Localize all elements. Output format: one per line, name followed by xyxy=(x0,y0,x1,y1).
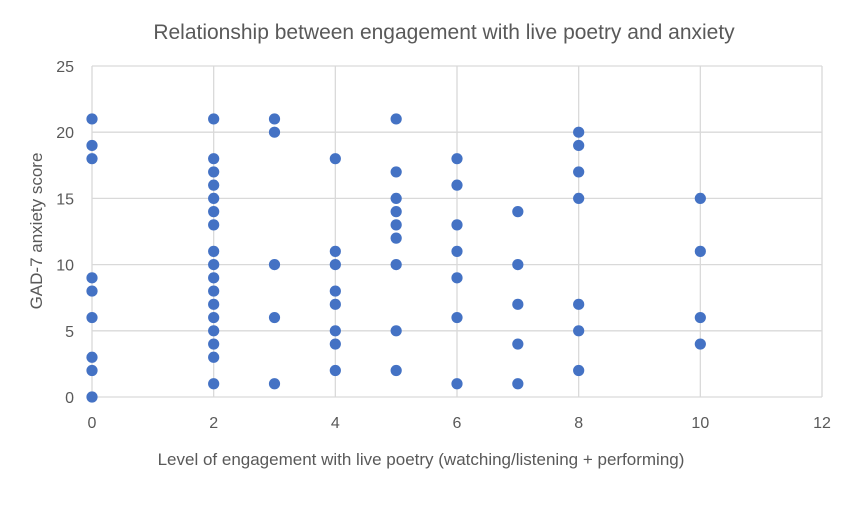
data-point xyxy=(86,272,98,284)
data-point xyxy=(694,311,706,324)
data-point xyxy=(268,311,281,324)
data-point xyxy=(451,378,463,390)
data-point xyxy=(390,206,402,218)
y-tick-label: 20 xyxy=(56,125,74,142)
data-point xyxy=(390,192,402,204)
data-point xyxy=(208,338,220,350)
data-point xyxy=(329,364,341,377)
y-tick-label: 0 xyxy=(65,390,74,407)
data-point xyxy=(208,113,220,125)
x-tick-label: 0 xyxy=(88,415,97,432)
data-point xyxy=(512,338,524,350)
x-axis-label: Level of engagement with live poetry (wa… xyxy=(158,450,685,469)
y-tick-label: 10 xyxy=(56,258,74,275)
data-point xyxy=(390,219,402,231)
data-point xyxy=(208,378,220,390)
data-point xyxy=(329,298,341,310)
y-tick-label: 15 xyxy=(56,191,74,208)
data-point xyxy=(451,272,463,284)
data-point xyxy=(694,338,706,350)
data-point xyxy=(329,285,341,297)
data-point xyxy=(694,192,706,204)
data-point xyxy=(208,298,220,310)
data-point xyxy=(268,378,281,390)
data-point xyxy=(86,139,98,152)
y-axis-label: GAD-7 anxiety score xyxy=(27,153,46,310)
data-point xyxy=(268,113,281,125)
data-point xyxy=(573,325,585,337)
data-point xyxy=(512,259,524,271)
data-point xyxy=(451,245,463,257)
data-point xyxy=(86,113,98,125)
data-point xyxy=(451,153,463,165)
data-point xyxy=(208,272,220,284)
data-point xyxy=(208,351,220,363)
data-point xyxy=(573,298,585,310)
data-point xyxy=(208,206,220,218)
data-point xyxy=(329,338,341,350)
data-point xyxy=(390,113,402,125)
data-point xyxy=(573,126,585,138)
data-point xyxy=(208,325,220,337)
data-point xyxy=(390,364,402,377)
x-tick-label: 6 xyxy=(453,415,462,432)
data-point xyxy=(451,311,463,324)
data-point xyxy=(329,153,341,165)
chart-title: Relationship between engagement with liv… xyxy=(153,21,735,44)
data-point xyxy=(573,139,585,152)
data-point xyxy=(208,192,220,204)
data-point xyxy=(86,364,98,377)
data-point xyxy=(512,298,524,310)
data-point xyxy=(86,391,98,403)
data-point xyxy=(390,259,402,271)
data-point xyxy=(451,179,463,191)
y-tick-label: 25 xyxy=(56,59,74,76)
data-point xyxy=(208,153,220,165)
grid-layer xyxy=(91,65,823,398)
x-tick-label: 10 xyxy=(691,415,709,432)
data-point xyxy=(268,126,281,138)
data-point xyxy=(512,206,524,218)
data-point xyxy=(208,259,220,271)
data-point xyxy=(573,364,585,377)
data-point xyxy=(512,378,524,390)
x-tick-label: 4 xyxy=(331,415,340,432)
x-tick-label: 8 xyxy=(574,415,583,432)
data-point xyxy=(390,325,402,337)
y-tick-label: 5 xyxy=(65,324,74,341)
data-point xyxy=(208,219,220,231)
data-point xyxy=(329,245,341,257)
data-point xyxy=(86,351,98,363)
data-points-layer xyxy=(86,113,706,403)
data-point xyxy=(208,245,220,257)
data-point xyxy=(86,153,98,165)
data-point xyxy=(694,245,706,257)
data-point xyxy=(329,259,341,271)
data-point xyxy=(86,311,98,324)
data-point xyxy=(208,311,220,324)
data-point xyxy=(268,259,281,271)
data-point xyxy=(451,219,463,231)
data-point xyxy=(86,285,98,297)
data-point xyxy=(390,166,402,178)
axis-layer: 0 5 10 15 20 25 0 2 4 6 8 10 12 xyxy=(56,59,831,432)
data-point xyxy=(208,166,220,178)
data-point xyxy=(390,232,402,244)
data-point xyxy=(208,179,220,191)
data-point xyxy=(329,325,341,337)
x-tick-label: 12 xyxy=(813,415,831,432)
data-point xyxy=(573,166,585,178)
data-point xyxy=(573,192,585,204)
x-tick-label: 2 xyxy=(209,415,218,432)
data-point xyxy=(208,285,220,297)
